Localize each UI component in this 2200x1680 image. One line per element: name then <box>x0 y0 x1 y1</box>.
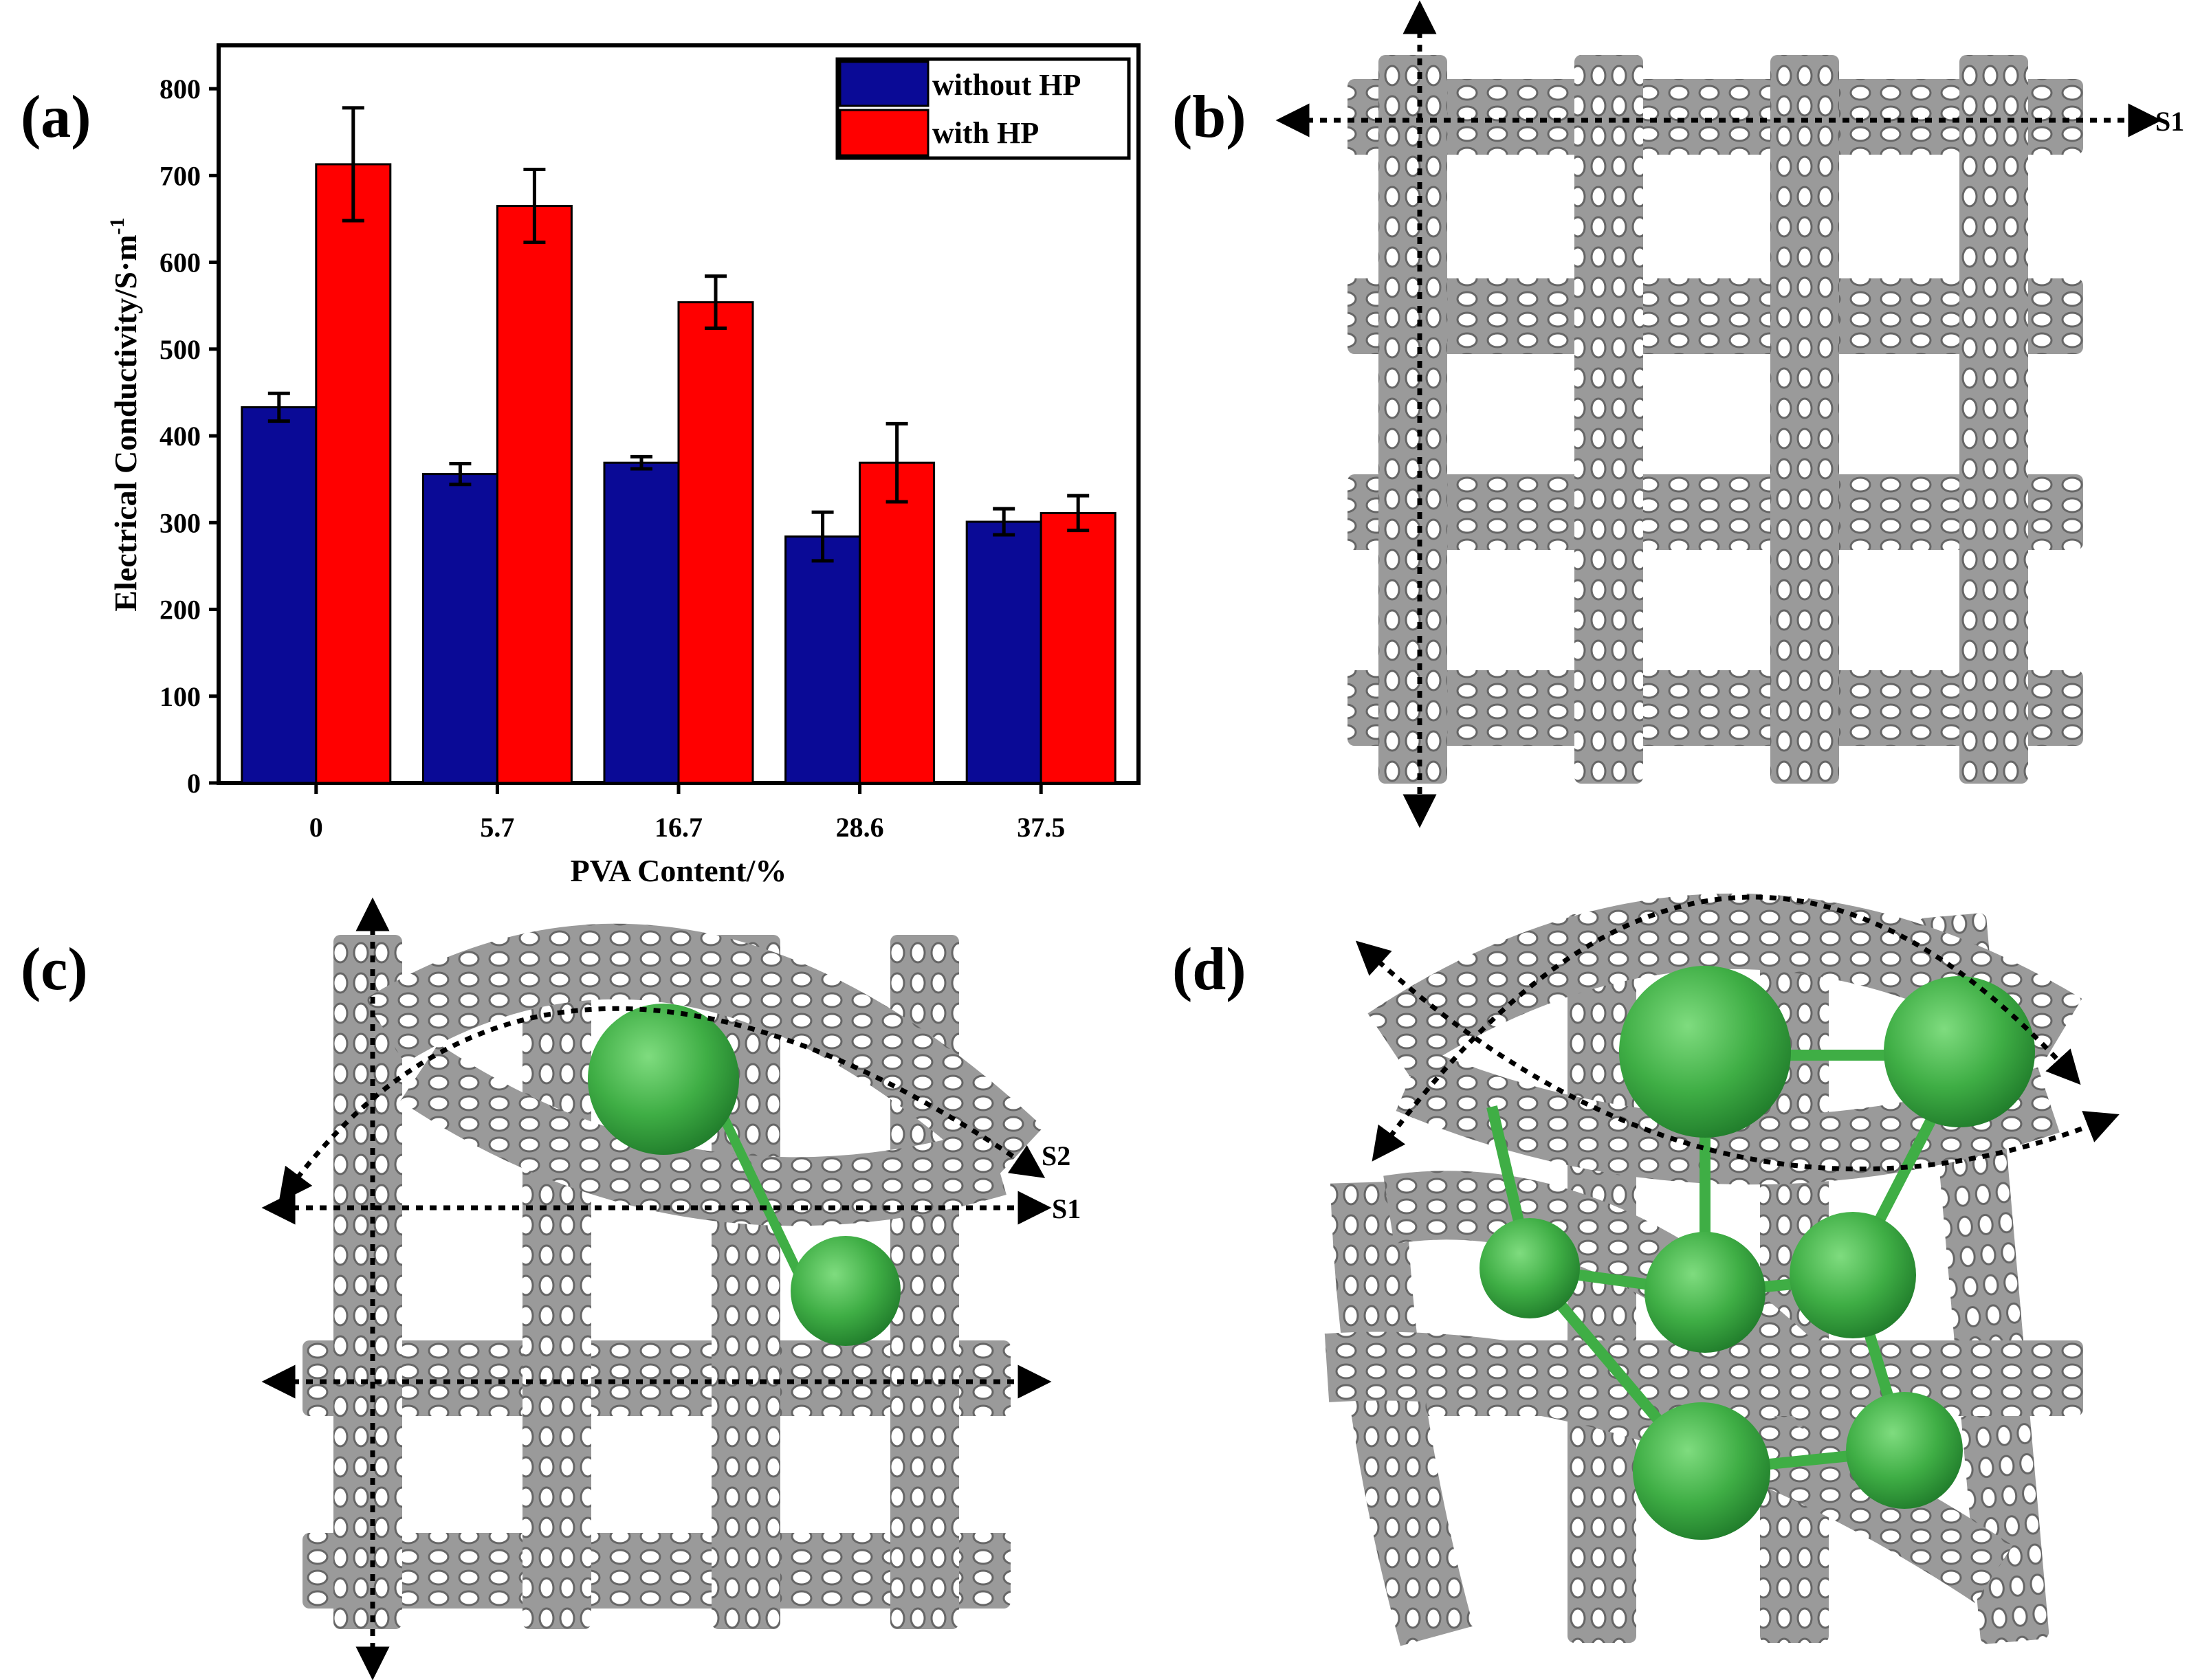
y-tick-label-400: 400 <box>160 421 201 452</box>
x-tick-label-2: 16.7 <box>654 812 703 843</box>
bar-chart: 0 100 200 300 400 500 600 700 800 0 5.7 16.7 28.6 37… <box>106 43 1141 888</box>
error-bar-without-hp-1 <box>449 461 472 487</box>
x-tick-label-1: 5.7 <box>480 812 514 843</box>
error-bar-without-hp-0 <box>267 391 290 423</box>
error-bar-with-hp-1 <box>523 168 546 245</box>
error-bar-without-hp-2 <box>630 454 652 471</box>
error-bar-without-hp-3 <box>811 510 834 563</box>
arrow-c-s2 <box>278 1006 1046 1203</box>
lattice-c: S2 S1 <box>261 897 1081 1680</box>
legend-swatch-with-hp <box>839 109 930 157</box>
filler-sphere-d-6 <box>1633 1402 1770 1540</box>
bar-without-hp-1 <box>421 473 498 784</box>
y-axis-label-superscript: -1 <box>106 217 129 234</box>
x-axis: 0 5.7 16.7 28.6 37.5 <box>309 783 1065 843</box>
bars-group <box>241 163 1116 784</box>
y-tick-label-100: 100 <box>160 681 201 712</box>
bar-without-hp-2 <box>603 461 680 784</box>
error-bars-group <box>267 106 1090 563</box>
bar-with-hp-0 <box>315 163 392 784</box>
y-tick-label-600: 600 <box>160 247 201 278</box>
bar-with-hp-1 <box>496 205 573 784</box>
filler-sphere-d-3 <box>1480 1218 1580 1318</box>
label-b-s1: S1 <box>2155 106 2184 137</box>
filler-sphere-d-2 <box>1884 976 2035 1127</box>
lattice-d <box>1324 893 2120 1646</box>
legend-label-without-hp: without HP <box>932 68 1081 102</box>
x-tick-label-0: 0 <box>309 812 323 843</box>
y-tick-label-700: 700 <box>160 160 201 191</box>
x-axis-label: PVA Content/% <box>571 853 787 888</box>
filler-sphere-c-2 <box>791 1236 901 1346</box>
lattice-b: S1 <box>1275 0 2184 828</box>
bar-with-hp-3 <box>859 461 936 784</box>
x-tick-label-3: 28.6 <box>836 812 884 843</box>
label-c-s1: S1 <box>1052 1193 1081 1224</box>
bar-with-hp-4 <box>1040 511 1116 784</box>
legend-label-with-hp: with HP <box>932 116 1039 150</box>
y-tick-label-800: 800 <box>160 74 201 104</box>
arrow-d-curve-2 <box>1355 940 2120 1172</box>
error-bar-with-hp-2 <box>705 274 727 331</box>
panel-label-d: (d) <box>1172 936 1246 1003</box>
bar-without-hp-4 <box>965 520 1042 784</box>
label-c-s2: S2 <box>1042 1140 1070 1171</box>
filler-sphere-c-1 <box>588 1004 739 1155</box>
y-tick-label-500: 500 <box>160 334 201 365</box>
y-tick-label-200: 200 <box>160 595 201 626</box>
panel-label-a: (a) <box>21 84 91 151</box>
error-bar-with-hp-4 <box>1067 494 1090 533</box>
filler-sphere-d-7 <box>1846 1392 1963 1509</box>
error-bar-with-hp-0 <box>342 106 364 223</box>
legend-swatch-without-hp <box>839 60 930 107</box>
filler-sphere-d-1 <box>1619 966 1791 1138</box>
legend: without HP with HP <box>835 57 1131 160</box>
bar-without-hp-3 <box>784 535 861 784</box>
x-tick-label-4: 37.5 <box>1017 812 1065 843</box>
y-axis-label: Electrical Conductivity/S·m-1 <box>106 217 143 611</box>
filler-sphere-d-5 <box>1790 1212 1916 1338</box>
panel-label-b: (b) <box>1172 84 1246 151</box>
panel-label-c: (c) <box>21 936 88 1003</box>
y-axis: 0 100 200 300 400 500 600 700 800 <box>160 74 219 799</box>
error-bar-with-hp-3 <box>886 421 908 504</box>
bar-without-hp-0 <box>241 406 318 784</box>
error-bar-without-hp-4 <box>993 507 1015 537</box>
y-tick-label-300: 300 <box>160 507 201 538</box>
filler-sphere-d-4 <box>1644 1232 1766 1353</box>
y-axis-label-text: Electrical Conductivity/S·m <box>108 234 143 611</box>
y-tick-label-0: 0 <box>187 768 201 799</box>
bar-with-hp-2 <box>677 301 754 784</box>
